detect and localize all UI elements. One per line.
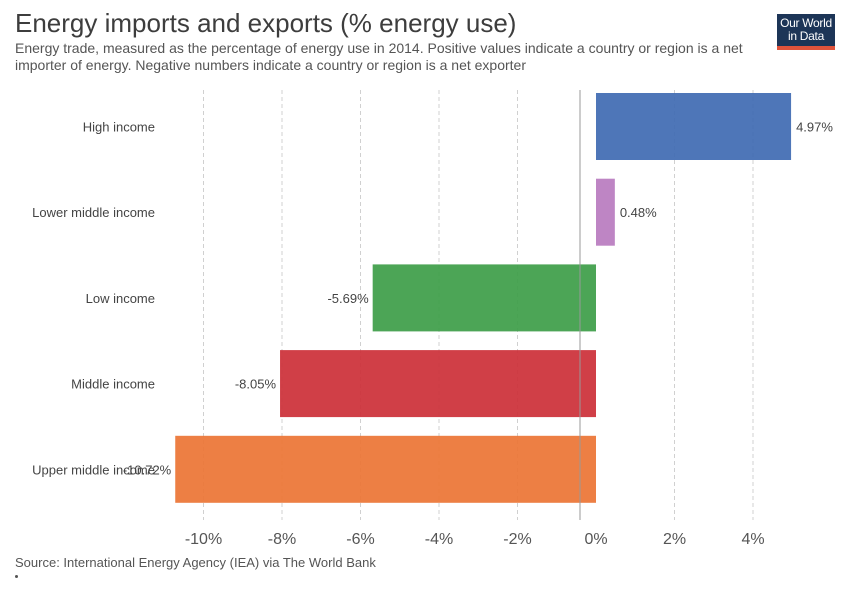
category-label: High income xyxy=(83,120,155,135)
data-label: 4.97% xyxy=(796,120,833,135)
footer-dot xyxy=(15,575,18,578)
x-tick-label: -4% xyxy=(425,531,453,548)
chart-subtitle: Energy trade, measured as the percentage… xyxy=(15,40,743,73)
our-world-in-data-logo[interactable]: Our World in Data xyxy=(777,14,835,50)
x-tick-label: 0% xyxy=(584,531,607,548)
category-label: Low income xyxy=(86,291,155,306)
category-label: Lower middle income xyxy=(32,205,155,220)
category-label: Upper middle income xyxy=(32,462,155,477)
x-tick-label: 2% xyxy=(663,531,686,548)
bar xyxy=(596,93,792,160)
bar xyxy=(175,435,597,503)
logo-line-2: in Data xyxy=(788,29,824,43)
chart-title: Energy imports and exports (% energy use… xyxy=(15,8,517,38)
bar xyxy=(280,350,596,418)
category-label: Middle income xyxy=(71,377,155,392)
x-tick-label: -2% xyxy=(503,531,531,548)
x-tick-label: -6% xyxy=(346,531,374,548)
x-tick-label: -10% xyxy=(185,531,222,548)
bar xyxy=(596,178,615,246)
logo-line-1: Our World xyxy=(780,16,832,30)
data-label: -8.05% xyxy=(235,377,277,392)
data-label: -5.69% xyxy=(327,291,369,306)
x-tick-label: -8% xyxy=(268,531,296,548)
bar xyxy=(372,264,596,332)
source-note: Source: International Energy Agency (IEA… xyxy=(15,555,376,570)
data-label: -10.72% xyxy=(123,462,172,477)
data-label: 0.48% xyxy=(620,205,657,220)
x-tick-label: 4% xyxy=(741,531,764,548)
